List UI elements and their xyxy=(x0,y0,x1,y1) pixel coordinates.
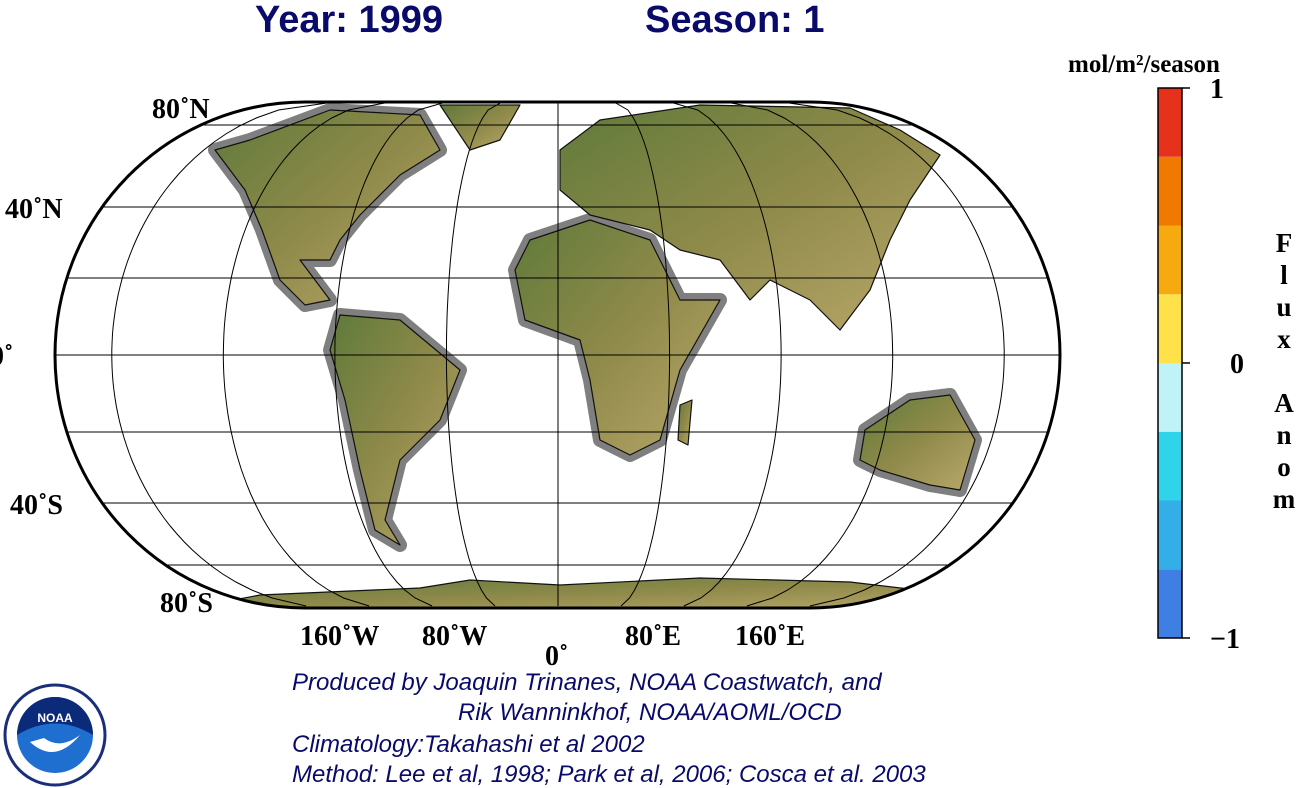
lat-label: 80˚N xyxy=(152,94,210,125)
colorbar-segment xyxy=(1158,363,1182,432)
meridian xyxy=(222,102,391,607)
colorbar-title: Flux Anom xyxy=(1269,228,1299,516)
lon-labels: 160˚W 80˚W 0˚ 80˚E 160˚E xyxy=(300,621,805,672)
lat-label: 0˚ xyxy=(0,341,13,372)
lat-label: 80˚S xyxy=(160,588,213,619)
credit-line: Method: Lee et al, 1998; Park et al, 200… xyxy=(292,761,926,788)
meridian xyxy=(781,102,1005,607)
colorbar-unit: mol/m²/season xyxy=(1068,51,1220,78)
lat-label: 40˚N xyxy=(5,194,63,225)
meridian xyxy=(725,102,894,607)
colorbar-segment xyxy=(1158,294,1182,363)
colorbar-segment xyxy=(1158,88,1182,157)
lon-label: 160˚W xyxy=(300,621,379,652)
map-border xyxy=(53,100,1062,610)
meridian xyxy=(669,102,782,607)
meridian xyxy=(111,102,335,607)
colorbar-tick-label: 0 xyxy=(1230,349,1244,380)
meridian xyxy=(334,102,447,607)
credit-line: Climatology:Takahashi et al 2002 xyxy=(292,731,645,758)
graticule xyxy=(55,102,1060,607)
lat-labels: 80˚N 40˚N 0˚ 40˚S 80˚S xyxy=(0,94,213,619)
colorbar: 1 0 −1 xyxy=(1157,74,1244,655)
lon-label: 0˚ xyxy=(545,641,568,672)
lon-label: 160˚E xyxy=(735,621,805,652)
colorbar-segment xyxy=(1158,431,1182,501)
map xyxy=(55,102,1060,608)
meridian xyxy=(613,102,671,607)
title-year: Year: 1999 xyxy=(255,0,443,41)
land xyxy=(179,104,1001,608)
meridian xyxy=(445,102,503,607)
credit-line: Rik Wanninkhof, NOAA/AOML/OCD xyxy=(458,699,842,726)
svg-text:NOAA: NOAA xyxy=(37,711,73,725)
colorbar-segment xyxy=(1158,225,1182,295)
colorbar-segment xyxy=(1158,569,1182,638)
colorbar-tick-label: −1 xyxy=(1210,624,1240,655)
credits: Produced by Joaquin Trinanes, NOAA Coast… xyxy=(292,669,926,788)
credit-line: Produced by Joaquin Trinanes, NOAA Coast… xyxy=(292,669,882,696)
colorbar-tick-label: 1 xyxy=(1210,74,1224,105)
colorbar-segment xyxy=(1158,500,1182,570)
lat-label: 40˚S xyxy=(10,490,63,521)
noaa-logo: NOAA xyxy=(3,683,107,787)
colorbar-segment xyxy=(1158,156,1182,226)
lon-label: 80˚E xyxy=(625,621,681,652)
lon-label: 80˚W xyxy=(422,621,487,652)
title-season: Season: 1 xyxy=(645,0,825,41)
